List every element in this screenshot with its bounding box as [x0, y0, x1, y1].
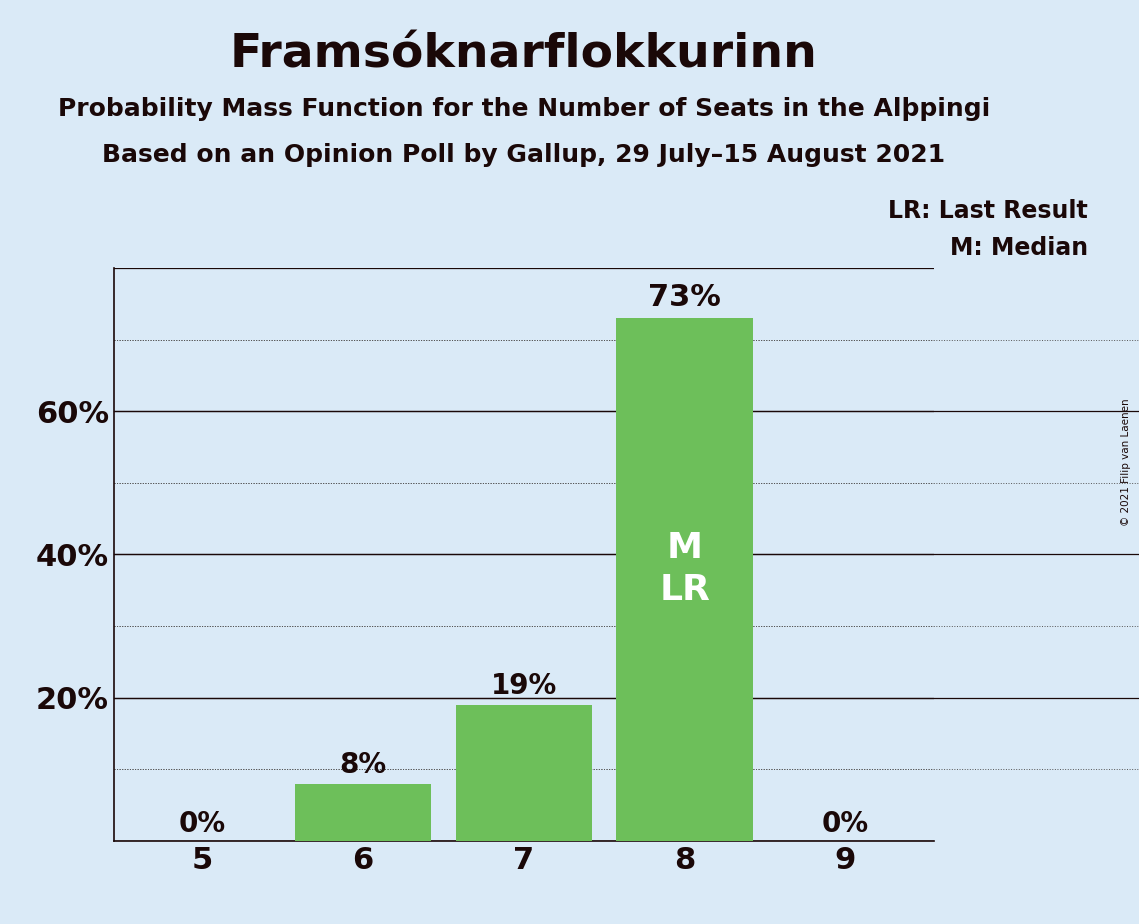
Text: Framsóknarflokkurinn: Framsóknarflokkurinn: [230, 32, 818, 78]
Text: © 2021 Filip van Laenen: © 2021 Filip van Laenen: [1121, 398, 1131, 526]
Text: Probability Mass Function for the Number of Seats in the Alþpingi: Probability Mass Function for the Number…: [58, 97, 990, 121]
Bar: [295, 784, 432, 841]
Text: LR: Last Result: LR: Last Result: [888, 199, 1088, 223]
Bar: [616, 318, 753, 841]
Bar: [456, 705, 592, 841]
Text: 73%: 73%: [648, 284, 721, 312]
Text: 19%: 19%: [491, 673, 557, 700]
Text: 0%: 0%: [822, 810, 869, 838]
Text: M: Median: M: Median: [950, 236, 1088, 260]
Text: 0%: 0%: [179, 810, 226, 838]
Text: M
LR: M LR: [659, 530, 711, 607]
Text: 8%: 8%: [339, 751, 387, 779]
Text: Based on an Opinion Poll by Gallup, 29 July–15 August 2021: Based on an Opinion Poll by Gallup, 29 J…: [103, 143, 945, 167]
